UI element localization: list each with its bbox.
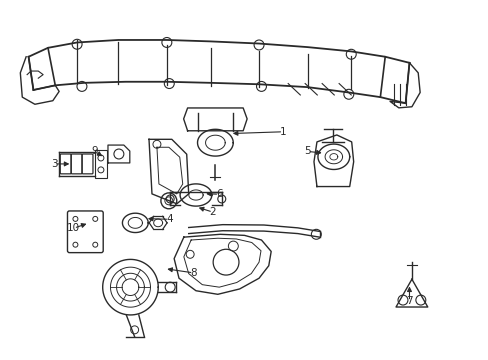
- Text: 9: 9: [92, 147, 98, 157]
- Bar: [95, 150, 107, 178]
- Text: 6: 6: [216, 189, 222, 199]
- Text: 7: 7: [406, 296, 412, 306]
- Text: 2: 2: [209, 207, 216, 217]
- Text: 3: 3: [51, 159, 58, 169]
- Text: 5: 5: [304, 147, 310, 157]
- Text: 1: 1: [280, 127, 286, 137]
- Text: 8: 8: [190, 268, 197, 278]
- Text: 4: 4: [165, 214, 172, 224]
- Text: 10: 10: [67, 223, 80, 233]
